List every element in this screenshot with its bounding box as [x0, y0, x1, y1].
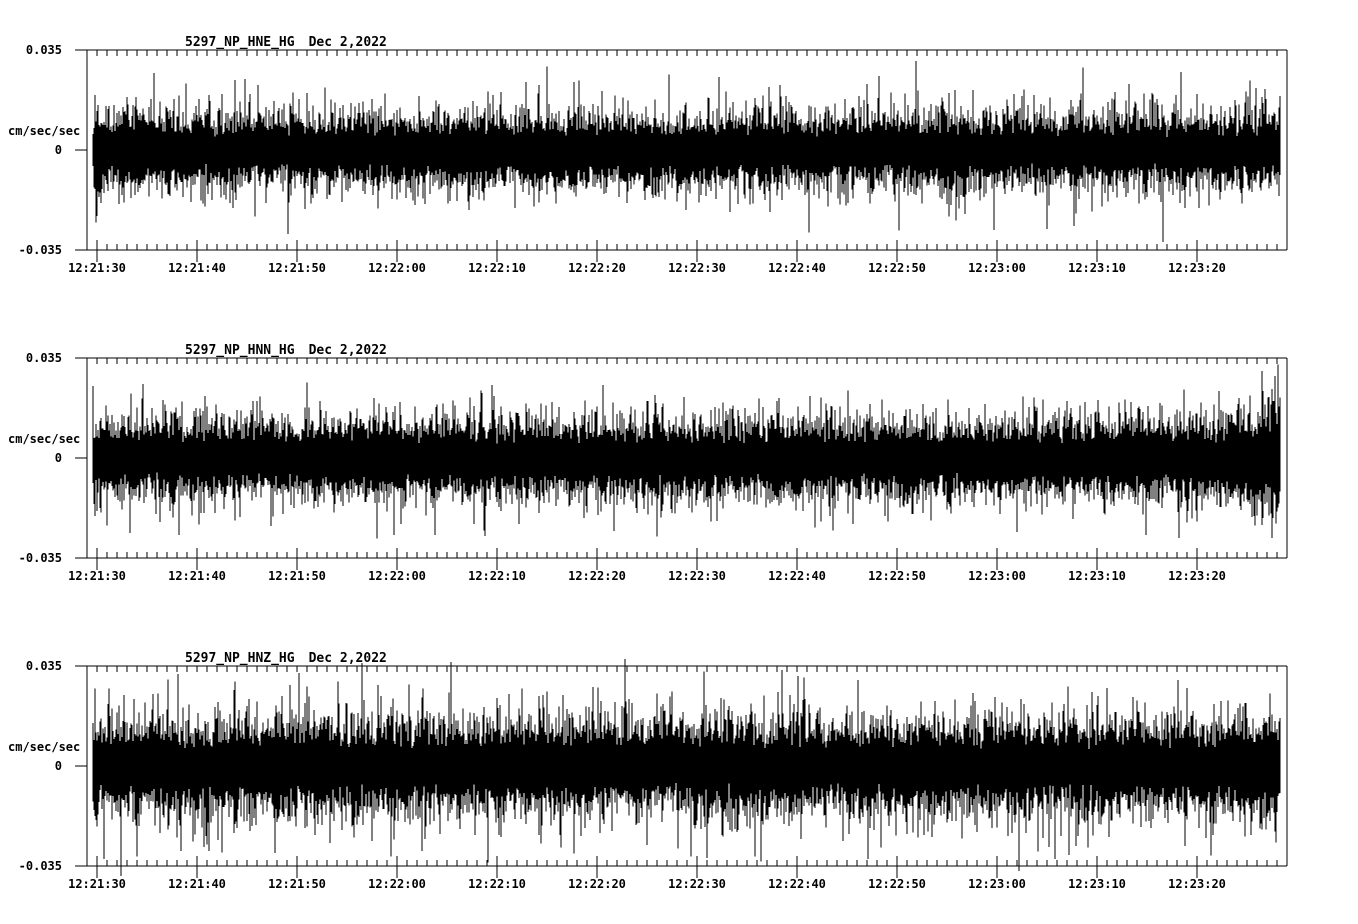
trace-title: 5297_NP_HNE_HG [185, 35, 295, 50]
x-tick-label: 12:23:20 [1168, 261, 1226, 275]
waveform-plot-hnz [75, 659, 1288, 878]
x-tick-label: 12:22:50 [868, 569, 926, 583]
x-tick-label: 12:21:30 [68, 261, 126, 275]
y-axis-units-label: cm/sec/sec [8, 740, 81, 754]
y-tick-label-zero: 0 [54, 451, 62, 465]
x-tick-label: 12:22:50 [868, 877, 926, 891]
x-tick-label: 12:23:00 [968, 261, 1026, 275]
axes-and-ticks [75, 665, 1288, 878]
trace-date: Dec 2,2022 [308, 651, 387, 666]
x-tick-label: 12:23:00 [968, 569, 1026, 583]
x-tick-label: 12:22:30 [668, 877, 726, 891]
x-tick-label: 12:22:20 [568, 261, 626, 275]
trace-title-row: 5297_NP_HNZ_HG Dec 2,2022 [185, 652, 387, 666]
x-tick-label: 12:22:40 [768, 261, 826, 275]
x-tick-label: 12:22:30 [668, 261, 726, 275]
axes-and-ticks [75, 49, 1288, 262]
trace-date: Dec 2,2022 [308, 343, 387, 358]
waveform-panel-hnn: 5297_NP_HNN_HG Dec 2,2022 0.035 cm/sec/se… [0, 308, 1358, 616]
trace-title-row: 5297_NP_HNE_HG Dec 2,2022 [185, 36, 387, 50]
y-tick-label-min: -0.035 [18, 859, 62, 873]
waveform-panel-hne: 5297_NP_HNE_HG Dec 2,2022 0.035 cm/sec/se… [0, 0, 1358, 308]
x-tick-label: 12:21:40 [168, 877, 226, 891]
y-tick-label-max: 0.035 [25, 351, 62, 365]
x-tick-label: 12:22:10 [468, 569, 526, 583]
x-tick-label: 12:21:30 [68, 877, 126, 891]
x-tick-label: 12:22:10 [468, 877, 526, 891]
x-tick-label: 12:22:10 [468, 261, 526, 275]
x-tick-label: 12:22:40 [768, 569, 826, 583]
x-tick-label: 12:21:50 [268, 261, 326, 275]
y-tick-label-zero: 0 [54, 143, 62, 157]
x-tick-label: 12:22:00 [368, 569, 426, 583]
x-tick-label: 12:23:10 [1068, 877, 1126, 891]
y-tick-label-max: 0.035 [25, 659, 62, 673]
y-tick-label-zero: 0 [54, 759, 62, 773]
trace-title: 5297_NP_HNZ_HG [185, 651, 295, 666]
seismic-trace [92, 60, 1281, 242]
x-tick-label: 12:21:50 [268, 569, 326, 583]
x-tick-label: 12:22:00 [368, 261, 426, 275]
seismic-trace [92, 364, 1281, 539]
waveform-plot-hnn [75, 357, 1288, 570]
axes-and-ticks [75, 357, 1288, 570]
y-axis-units-label: cm/sec/sec [8, 432, 81, 446]
trace-date: Dec 2,2022 [308, 35, 387, 50]
x-tick-label: 12:21:30 [68, 569, 126, 583]
x-tick-label: 12:23:20 [1168, 877, 1226, 891]
y-tick-label-min: -0.035 [18, 551, 62, 565]
x-tick-label: 12:22:20 [568, 569, 626, 583]
seismic-trace [92, 659, 1281, 876]
x-tick-label: 12:23:10 [1068, 261, 1126, 275]
y-tick-label-min: -0.035 [18, 243, 62, 257]
x-tick-label: 12:23:20 [1168, 569, 1226, 583]
x-tick-label: 12:23:10 [1068, 569, 1126, 583]
waveform-panel-hnz: 5297_NP_HNZ_HG Dec 2,2022 0.035 cm/sec/se… [0, 616, 1358, 924]
x-tick-label: 12:21:50 [268, 877, 326, 891]
x-tick-label: 12:22:30 [668, 569, 726, 583]
x-tick-label: 12:22:00 [368, 877, 426, 891]
trace-title: 5297_NP_HNN_HG [185, 343, 295, 358]
y-tick-label-max: 0.035 [25, 43, 62, 57]
x-tick-label: 12:23:00 [968, 877, 1026, 891]
x-tick-label: 12:22:20 [568, 877, 626, 891]
x-tick-label: 12:22:50 [868, 261, 926, 275]
trace-title-row: 5297_NP_HNN_HG Dec 2,2022 [185, 344, 387, 358]
x-tick-label: 12:22:40 [768, 877, 826, 891]
x-tick-label: 12:21:40 [168, 569, 226, 583]
x-tick-label: 12:21:40 [168, 261, 226, 275]
y-axis-units-label: cm/sec/sec [8, 124, 81, 138]
waveform-plot-hne [75, 49, 1288, 262]
